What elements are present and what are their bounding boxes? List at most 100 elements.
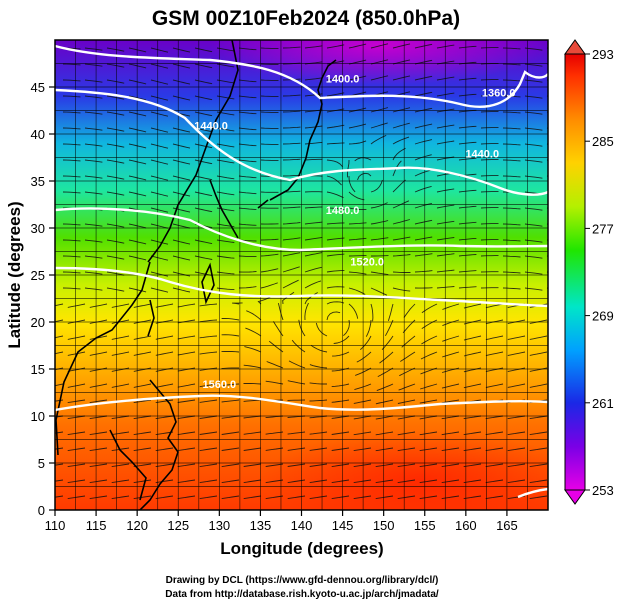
streamline [155, 463, 174, 468]
streamline [194, 255, 213, 260]
streamline [502, 143, 521, 146]
streamline [111, 303, 130, 308]
streamline [194, 239, 213, 245]
streamline [348, 303, 359, 319]
streamline [238, 143, 257, 147]
streamline [55, 447, 64, 450]
y-tick-label: 40 [31, 127, 45, 142]
streamline [524, 143, 543, 147]
streamline [331, 399, 350, 403]
streamline [326, 253, 345, 257]
streamline [370, 220, 389, 225]
streamline [397, 447, 416, 452]
streamline [463, 335, 482, 341]
y-tick-label: 15 [31, 362, 45, 377]
streamline [150, 223, 169, 229]
streamline [172, 223, 191, 229]
streamline [414, 75, 433, 81]
streamline [221, 334, 240, 337]
chart-title: GSM 00Z10Feb2024 (850.0hPa) [152, 7, 460, 30]
streamline [84, 239, 103, 243]
streamline [376, 383, 394, 392]
streamline [421, 303, 438, 314]
streamline [524, 127, 543, 131]
streamline [287, 447, 306, 451]
streamline [216, 271, 235, 275]
y-tick-label: 0 [38, 503, 45, 518]
streamline [194, 79, 213, 85]
streamline [546, 287, 548, 289]
streamline [84, 191, 103, 195]
streamline [392, 107, 411, 113]
streamline [463, 447, 482, 452]
streamline [436, 253, 455, 257]
streamline [133, 479, 152, 484]
streamline [441, 495, 460, 500]
streamline [309, 447, 328, 451]
streamline [67, 415, 86, 420]
streamline [375, 479, 394, 484]
streamline [392, 136, 410, 145]
streamline [238, 223, 257, 226]
streamline [199, 399, 218, 403]
streamline [62, 271, 81, 274]
streamline [502, 223, 521, 226]
streamline [304, 292, 318, 305]
streamline [216, 47, 235, 52]
streamline [216, 159, 235, 164]
streamline [436, 269, 455, 273]
streamline [485, 463, 504, 468]
streamline [463, 495, 482, 500]
streamline [485, 367, 504, 372]
streamline [458, 286, 477, 289]
streamline [106, 95, 125, 100]
streamline [150, 159, 169, 165]
streamline [84, 63, 103, 67]
x-tick-label: 130 [208, 518, 230, 533]
streamline [347, 159, 350, 178]
streamline [199, 319, 218, 323]
streamline [155, 303, 174, 308]
colorbar-tick-label: 253 [592, 483, 614, 498]
streamline [507, 367, 526, 372]
streamline [436, 237, 455, 241]
colorbar-ticks: 253 261 269 277 285 293 [585, 47, 614, 498]
streamline [502, 239, 521, 242]
streamline [502, 287, 521, 290]
streamline [243, 495, 262, 500]
streamline [287, 479, 306, 484]
streamline [177, 319, 196, 324]
streamline [244, 346, 262, 353]
streamline [177, 351, 196, 356]
streamline [546, 127, 548, 129]
streamline [546, 143, 548, 145]
streamline [243, 479, 262, 484]
streamline [331, 479, 350, 484]
streamline [546, 47, 548, 49]
streamline [546, 63, 548, 65]
credit-data: Data from http://database.rish.kyoto-u.a… [165, 589, 439, 600]
streamline [177, 463, 196, 468]
streamline [106, 63, 125, 68]
streamline [282, 279, 299, 289]
streamline [309, 431, 328, 435]
streamline [359, 335, 372, 351]
streamline [62, 223, 81, 226]
streamline [133, 383, 152, 388]
streamline [419, 495, 438, 500]
streamline [62, 127, 81, 130]
y-tick-label: 10 [31, 409, 45, 424]
contour-labels: 1400.0 1360.0 1440.0 1440.0 1480.0 1520.0 1560… [194, 73, 515, 390]
streamline [172, 255, 191, 261]
x-tick-label: 165 [496, 518, 518, 533]
streamline [260, 282, 278, 289]
streamline [529, 351, 548, 356]
streamline [392, 219, 411, 225]
streamline [331, 383, 350, 388]
streamline [282, 158, 301, 161]
streamline [89, 351, 108, 356]
streamline [524, 63, 543, 67]
streamline [436, 286, 455, 289]
streamline [172, 207, 191, 213]
streamline [524, 223, 543, 227]
